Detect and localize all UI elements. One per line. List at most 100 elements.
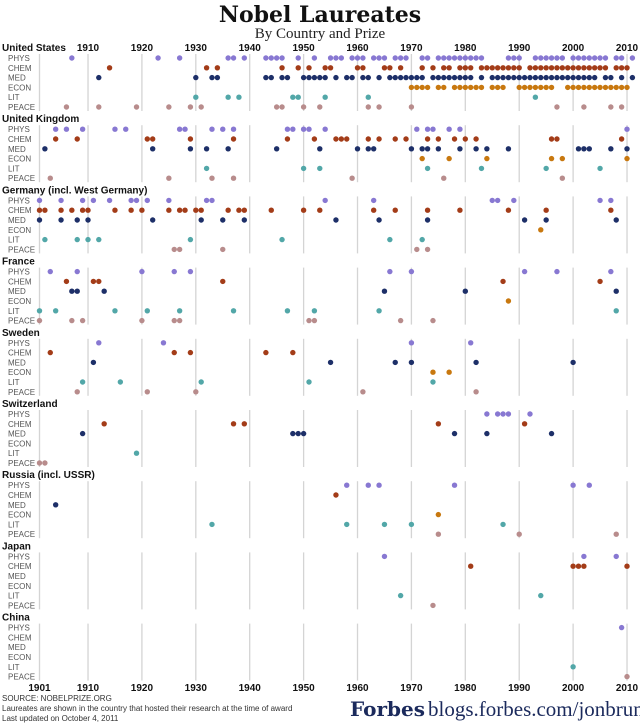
laureate-dot xyxy=(586,146,592,152)
country-header: United Kingdom xyxy=(2,114,79,125)
laureate-dot xyxy=(473,146,479,152)
laureate-dot xyxy=(548,65,555,71)
laureate-dot xyxy=(473,84,479,91)
laureate-dot xyxy=(581,74,587,81)
laureate-dot xyxy=(424,207,431,213)
laureate-dot xyxy=(597,278,603,285)
prize-label: PHYS xyxy=(8,410,30,419)
laureate-dot xyxy=(613,65,619,71)
laureate-dot xyxy=(354,146,361,152)
laureate-dot xyxy=(317,74,323,81)
country-header: Japan xyxy=(2,541,31,552)
laureate-dot xyxy=(209,175,215,181)
laureate-dot xyxy=(435,55,442,61)
laureate-dot xyxy=(74,136,80,142)
laureate-dot xyxy=(575,84,582,91)
laureate-dot xyxy=(559,55,566,61)
laureate-dot xyxy=(419,155,425,162)
laureate-dot xyxy=(446,369,452,375)
laureate-dot xyxy=(478,65,485,71)
laureate-dot xyxy=(230,421,237,427)
laureate-dot xyxy=(193,207,199,213)
laureate-dot xyxy=(397,65,404,71)
laureate-dot xyxy=(559,155,566,162)
laureate-dot xyxy=(85,217,91,223)
laureate-dot xyxy=(457,84,463,91)
laureate-dot xyxy=(559,74,566,81)
laureate-dot xyxy=(505,55,512,61)
laureate-dot xyxy=(182,126,188,132)
axis-ticks: 1910 1920 1930 1940 1950 1960 1970 1980 1990 2000… xyxy=(28,43,638,694)
laureate-dot xyxy=(203,197,210,204)
laureate-dot xyxy=(209,74,215,81)
laureate-dot xyxy=(618,136,625,142)
laureate-dot xyxy=(354,65,361,71)
laureate-dot xyxy=(322,74,328,81)
laureate-dot xyxy=(187,349,194,356)
laureate-dot xyxy=(424,146,431,152)
laureate-dot xyxy=(166,197,172,204)
blog-url[interactable]: blogs.forbes.com/jonbruner xyxy=(428,697,640,721)
laureate-dot xyxy=(311,74,318,81)
laureate-dot xyxy=(176,126,183,132)
laureate-dot xyxy=(581,146,587,152)
laureate-dot xyxy=(548,155,555,162)
laureate-dot xyxy=(209,126,215,132)
laureate-dot xyxy=(478,55,485,61)
laureate-dot xyxy=(268,207,274,213)
laureate-dot xyxy=(608,84,614,91)
prize-label: LIT xyxy=(8,164,20,173)
laureate-dot xyxy=(74,268,80,275)
laureate-dot xyxy=(505,207,512,213)
laureate-dot xyxy=(52,308,59,314)
laureate-dot xyxy=(430,602,436,609)
laureate-dot xyxy=(42,146,48,152)
laureate-dot xyxy=(511,55,517,61)
country-header: Switzerland xyxy=(2,399,58,410)
laureate-dot xyxy=(344,136,350,142)
laureate-dot xyxy=(79,317,86,324)
laureate-dot xyxy=(538,74,544,81)
laureate-dot xyxy=(629,74,636,81)
laureate-dot xyxy=(101,288,107,294)
laureate-dot xyxy=(338,55,345,61)
laureate-dot xyxy=(624,155,630,162)
bottom-tick-label: 1980 xyxy=(454,683,477,694)
laureate-dot xyxy=(575,74,582,81)
laureate-dot xyxy=(500,278,506,285)
top-tick-label: 1910 xyxy=(77,43,100,54)
laureate-dot xyxy=(462,65,469,71)
laureate-dot xyxy=(133,450,140,456)
laureate-dot xyxy=(624,146,630,152)
laureate-dot xyxy=(408,268,415,275)
prize-label: MED xyxy=(8,643,26,652)
bottom-tick-label: 1990 xyxy=(508,683,531,694)
laureate-dot xyxy=(69,288,75,294)
laureate-dot xyxy=(338,136,345,142)
laureate-dot xyxy=(532,74,539,81)
laureate-dot xyxy=(349,55,355,61)
laureate-dot xyxy=(451,74,458,81)
laureate-dot xyxy=(538,84,544,91)
source-note: SOURCE: NOBELPRIZE.ORG xyxy=(2,694,112,703)
laureate-dot xyxy=(365,94,371,100)
laureate-dot xyxy=(397,55,404,61)
bottom-tick-label: 1940 xyxy=(239,683,262,694)
country-header: Russia (incl. USSR) xyxy=(2,470,95,481)
laureate-dot xyxy=(166,207,172,213)
laureate-dot xyxy=(435,136,442,142)
laureate-dot xyxy=(484,430,490,437)
laureate-dot xyxy=(468,563,474,569)
laureate-dot xyxy=(521,268,528,275)
laureate-dot xyxy=(112,308,118,314)
laureate-dot xyxy=(591,65,598,71)
laureate-dot xyxy=(505,146,512,152)
laureate-dot xyxy=(279,104,285,110)
laureate-dot xyxy=(565,74,571,81)
laureate-dot xyxy=(230,55,237,61)
updated-note: Last updated on October 4, 2011 xyxy=(2,714,119,723)
laureate-dot xyxy=(575,65,582,71)
laureate-dot xyxy=(446,55,452,61)
prize-label: PEACE xyxy=(8,317,35,326)
laureate-dot xyxy=(333,136,339,142)
